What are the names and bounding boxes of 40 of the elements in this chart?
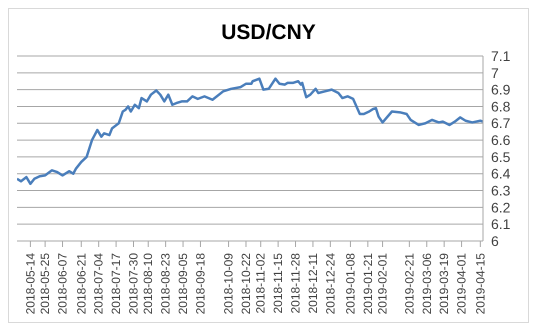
- x-tick-label: 2018-09-05: [176, 252, 190, 314]
- x-tick-label: 2019-04-15: [473, 252, 488, 314]
- y-tick-label: 7.1: [491, 48, 511, 64]
- x-tick-label: 2018-07-17: [109, 252, 124, 314]
- x-tick-label: 2018-12-11: [306, 252, 320, 314]
- x-tick-label: 2018-06-07: [56, 252, 70, 314]
- x-tick-label: 2018-11-15: [271, 252, 286, 314]
- y-tick-label: 6.1: [491, 216, 511, 232]
- x-tick-label: 2018-08-10: [141, 252, 156, 314]
- x-tick-label: 2018-12-24: [323, 252, 338, 314]
- x-tick-label: 2018-08-23: [158, 252, 173, 314]
- x-tick-label: 2019-01-21: [360, 252, 375, 314]
- y-tick-label: 6.6: [491, 132, 511, 148]
- y-tick-label: 6: [491, 232, 499, 249]
- y-tick-label: 6.5: [491, 148, 511, 165]
- y-tick-label: 6.2: [491, 199, 511, 216]
- x-tick-label: 2018-10-09: [222, 252, 236, 314]
- x-tick-label: 2019-02-01: [376, 252, 390, 314]
- x-tick-label: 2019-03-19: [437, 252, 452, 314]
- x-tick-label: 2018-11-28: [288, 252, 303, 314]
- x-tick-label: 2019-01-08: [343, 252, 358, 314]
- y-tick-label: 6.4: [491, 166, 511, 182]
- x-tick-label: 2018-05-14: [23, 252, 38, 314]
- y-tick-label: 6.8: [491, 98, 511, 114]
- x-tick-label: 2019-02-21: [402, 252, 416, 314]
- x-tick-label: 2018-07-04: [92, 252, 106, 314]
- line-series: [17, 77, 483, 186]
- x-tick-label: 2018-09-18: [193, 252, 208, 314]
- x-tick-label: 2018-11-02: [254, 252, 268, 314]
- x-tick-label: 2019-04-01: [454, 252, 469, 314]
- y-tick-label: 6.9: [491, 82, 511, 98]
- x-tick-label: 2018-05-25: [38, 252, 52, 314]
- chart-title: USD/CNY: [221, 21, 316, 44]
- y-tick-label: 6.3: [491, 182, 511, 199]
- x-tick-label: 2018-07-30: [126, 252, 140, 314]
- x-tick-label: 2018-06-21: [74, 252, 88, 314]
- y-tick-label: 7: [491, 64, 499, 81]
- x-tick-label: 2018-10-22: [238, 252, 253, 314]
- x-tick-label: 2019-03-06: [420, 252, 434, 314]
- y-tick-label: 6.7: [491, 115, 511, 132]
